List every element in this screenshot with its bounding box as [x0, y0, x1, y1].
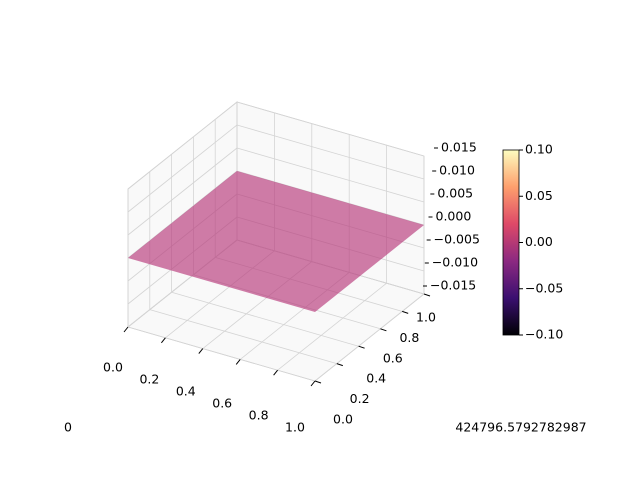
y-tick-label: 0.2 — [350, 391, 370, 406]
colorbar-tick-label: 0.00 — [525, 234, 553, 249]
colorbar-tick-label: −0.05 — [525, 280, 563, 295]
annotation: 424796.5792782987 — [455, 420, 586, 435]
y-tick — [380, 328, 387, 332]
x-tick — [273, 369, 278, 376]
colorbar-tick-label: 0.10 — [525, 142, 553, 157]
y-tick — [423, 293, 431, 297]
z-tick-label: 0.000 — [436, 209, 472, 224]
y-tick-label: 0.0 — [333, 412, 353, 427]
y-tick-label: 0.8 — [399, 330, 419, 345]
y-tick-label: 0.6 — [383, 350, 403, 365]
x-tick-label: 1.0 — [285, 420, 305, 435]
grid-line — [127, 326, 316, 382]
x-tick — [198, 348, 204, 354]
grid-line — [277, 282, 387, 371]
grid-line — [236, 101, 425, 157]
y-tick — [314, 380, 322, 384]
x-tick-label: 0.0 — [103, 360, 123, 375]
colorbar-tick-label: −0.10 — [525, 327, 563, 342]
surface-cell — [128, 171, 424, 312]
x-tick — [123, 326, 129, 333]
z-tick-label: −0.010 — [432, 255, 478, 270]
y-tick — [358, 345, 365, 349]
x-tick — [235, 359, 241, 365]
colorbar — [502, 149, 520, 336]
z-tick-label: −0.005 — [434, 232, 480, 247]
grid-line — [236, 147, 425, 203]
z-tick-label: 0.005 — [437, 186, 473, 201]
z-tick-label: 0.015 — [441, 140, 477, 155]
colorbar-tick-label: 0.05 — [525, 188, 553, 203]
grid-line — [127, 101, 238, 190]
y-tick — [336, 363, 343, 367]
x-tick-label: 0.6 — [212, 396, 232, 411]
x-tick-label: 0.8 — [249, 408, 269, 423]
grid-line — [127, 124, 238, 213]
z-tick-label: −0.015 — [430, 278, 476, 293]
x-tick-label: 0.4 — [176, 384, 196, 399]
y-tick-label: 1.0 — [416, 310, 436, 325]
z-tick-label: 0.010 — [439, 163, 475, 178]
grid-line — [149, 309, 337, 364]
y-tick-label: 0.4 — [366, 371, 386, 386]
grid-line — [127, 147, 238, 236]
grid-line — [314, 293, 425, 382]
x-tick — [161, 337, 166, 344]
grid-line — [171, 291, 359, 347]
grid-line — [236, 124, 425, 180]
annotation: 0 — [64, 420, 72, 435]
y-tick — [402, 310, 409, 314]
x-tick — [310, 380, 316, 387]
x-tick-label: 0.2 — [139, 372, 159, 387]
